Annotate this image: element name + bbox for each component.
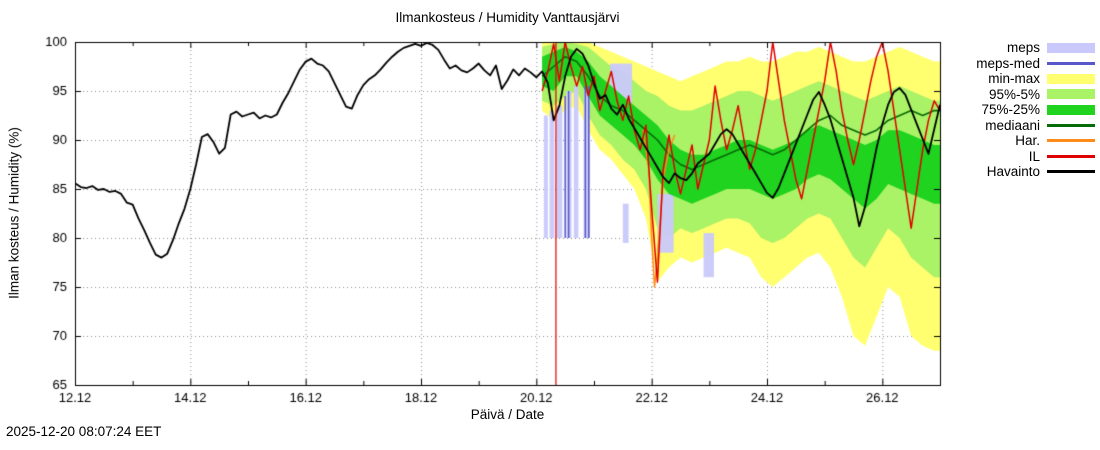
legend-label-meps: meps — [1006, 40, 1040, 55]
legend: meps meps-med min-max 95%-5% 75%-25% med… — [976, 40, 1095, 180]
legend-label-min-max: min-max — [988, 71, 1040, 86]
legend-label-meps-med: meps-med — [976, 55, 1040, 71]
legend-swatch-75-25 — [1047, 104, 1095, 115]
legend-item-il: IL — [976, 149, 1095, 165]
legend-item-mediaani: mediaani — [976, 118, 1095, 134]
legend-item-har: Har. — [976, 133, 1095, 149]
legend-swatch-meps-med — [1047, 61, 1095, 65]
legend-item-75-25: 75%-25% — [976, 102, 1095, 118]
legend-label-75-25: 75%-25% — [981, 102, 1040, 117]
legend-label-mediaani: mediaani — [985, 117, 1040, 133]
legend-item-min-max: min-max — [976, 71, 1095, 87]
timestamp: 2025-12-20 08:07:24 EET — [6, 424, 162, 439]
legend-item-meps: meps — [976, 40, 1095, 56]
legend-item-havainto: Havainto — [976, 164, 1095, 180]
legend-swatch-95-5 — [1047, 89, 1095, 100]
y-axis-label: Ilman kosteus / Humidity (%) — [6, 127, 22, 299]
legend-swatch-mediaani — [1047, 123, 1095, 127]
x-axis-label: Päivä / Date — [470, 407, 545, 422]
legend-item-meps-med: meps-med — [976, 56, 1095, 72]
legend-label-il: IL — [1028, 148, 1040, 164]
legend-swatch-havainto — [1047, 170, 1095, 174]
legend-swatch-il — [1047, 154, 1095, 158]
legend-label-95-5: 95%-5% — [988, 86, 1040, 102]
legend-label-har: Har. — [1015, 133, 1040, 148]
legend-label-havainto: Havainto — [986, 164, 1040, 179]
legend-swatch-min-max — [1047, 73, 1095, 84]
legend-swatch-har — [1047, 139, 1095, 143]
chart-title: Ilmankosteus / Humidity Vanttausjärvi — [395, 10, 620, 25]
legend-swatch-meps — [1047, 42, 1095, 53]
legend-item-95-5: 95%-5% — [976, 87, 1095, 103]
